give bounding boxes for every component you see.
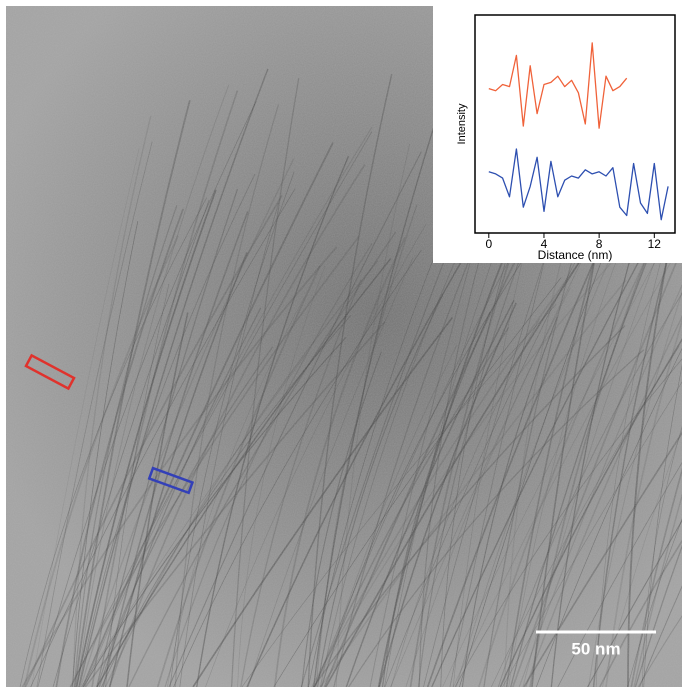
x-tick-label: 0 [485,237,492,251]
inset-background [433,5,682,263]
x-tick-label: 8 [596,237,603,251]
figure: 50 nm Distance (nm) Intensity 04812 [0,0,682,687]
scale-bar-label: 50 nm [571,639,620,658]
page: 50 nm Distance (nm) Intensity 04812 (() … [0,0,682,687]
x-tick-label: 4 [541,237,548,251]
x-tick-label: 12 [648,237,662,251]
y-axis-label: Intensity [456,103,468,144]
